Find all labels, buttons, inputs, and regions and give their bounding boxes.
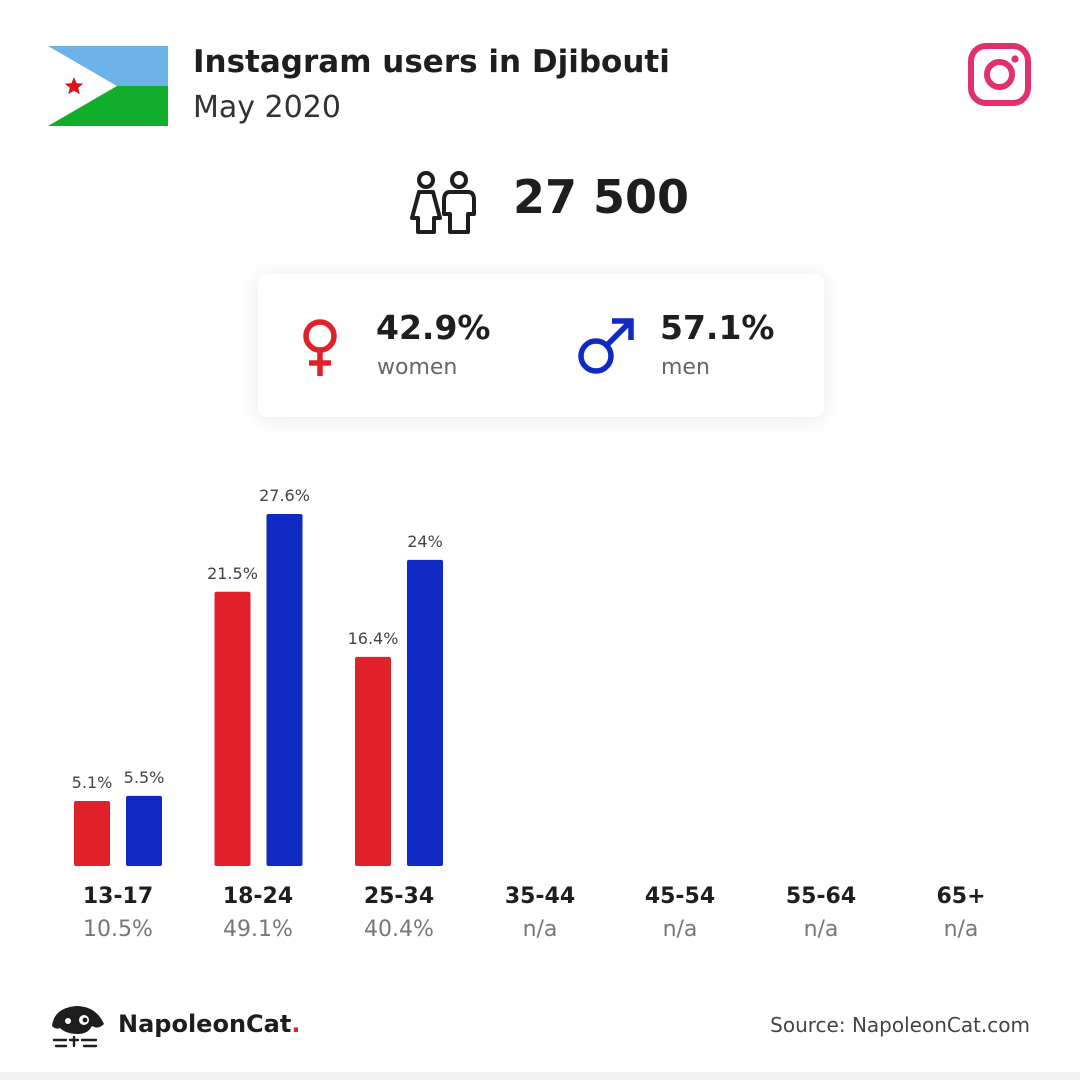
source-credit: Source: NapoleonCat.com — [770, 1013, 1030, 1037]
instagram-icon — [968, 43, 1031, 106]
bar-value-label: 27.6% — [259, 486, 310, 505]
bar-value-label: 16.4% — [348, 629, 399, 648]
djibouti-flag-icon — [48, 46, 168, 126]
bar-women-18-24 — [214, 591, 251, 866]
age-group-total: n/a — [803, 917, 839, 942]
page-subtitle: May 2020 — [193, 90, 341, 125]
men-label: men — [661, 355, 710, 380]
bar-value-label: 5.1% — [72, 773, 113, 792]
page-title: Instagram users in Djibouti — [193, 44, 670, 80]
brand-dot: . — [291, 1010, 301, 1038]
age-group-label: 55-64 — [785, 884, 857, 909]
gender-split-card: 42.9% women 57.1% men — [258, 274, 824, 417]
napoleoncat-logo-icon — [52, 1006, 104, 1048]
age-group-label: 25-34 — [363, 884, 435, 909]
bar-value-label: 21.5% — [207, 564, 258, 583]
age-group-total: n/a — [522, 917, 558, 942]
age-gender-bar-chart: 5.1% 5.5% 21.5% 27.6% 16.4% 24% — [72, 486, 443, 866]
bar-value-label: 24% — [407, 532, 443, 551]
age-group-total: n/a — [662, 917, 698, 942]
bar-women-13-17 — [74, 800, 110, 866]
age-group-label: 13-17 — [82, 884, 154, 909]
men-percent: 57.1% — [660, 308, 775, 347]
bar-men-18-24 — [266, 514, 303, 866]
brand-name: NapoleonCat. — [118, 1010, 300, 1038]
bar-men-25-34 — [407, 559, 443, 866]
bottom-divider — [0, 1072, 1080, 1080]
bar-women-25-34 — [355, 656, 391, 866]
bar-men-13-17 — [126, 795, 162, 866]
age-group-label: 35-44 — [504, 884, 576, 909]
female-symbol-icon — [303, 319, 337, 376]
age-group-label: 18-24 — [222, 884, 294, 909]
age-group-total: 49.1% — [223, 917, 293, 942]
male-symbol-icon — [578, 318, 634, 374]
age-group-label: 65+ — [936, 884, 986, 909]
users-icon — [410, 171, 476, 234]
women-percent: 42.9% — [376, 308, 491, 347]
age-group-total: 40.4% — [364, 917, 434, 942]
brand-text: NapoleonCat — [118, 1010, 292, 1038]
age-group-total: 10.5% — [83, 917, 153, 942]
women-label: women — [377, 355, 458, 380]
age-group-total: n/a — [943, 917, 979, 942]
total-users-value: 27 500 — [513, 170, 690, 224]
age-group-label: 45-54 — [644, 884, 716, 909]
bar-value-label: 5.5% — [124, 768, 165, 787]
